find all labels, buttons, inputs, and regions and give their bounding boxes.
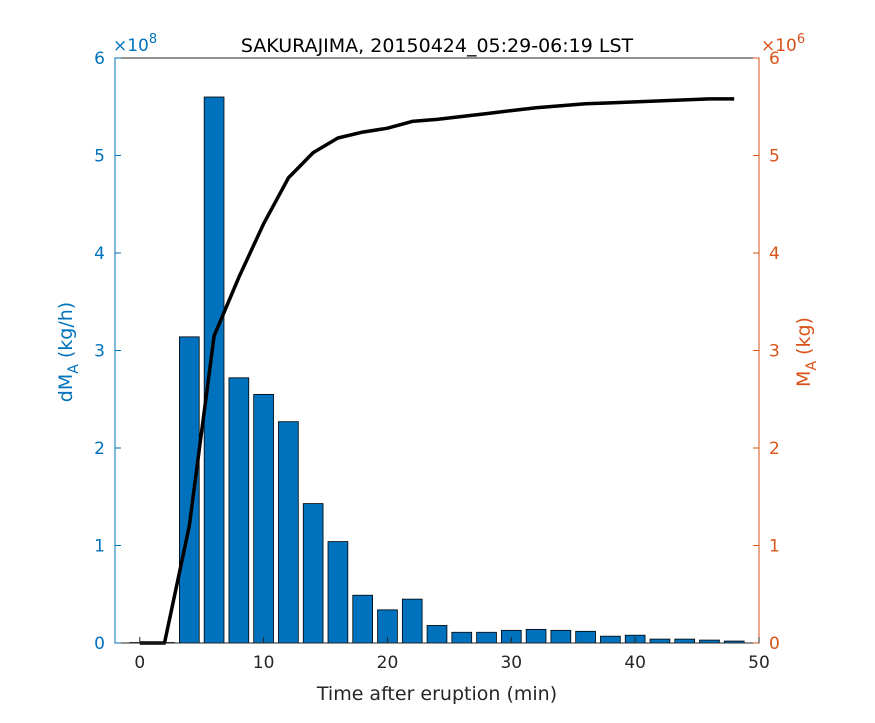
bar bbox=[327, 541, 349, 644]
left-tick-label: 4 bbox=[94, 244, 105, 264]
bar bbox=[575, 630, 596, 644]
left-tick-label: 2 bbox=[94, 439, 105, 459]
bar bbox=[426, 625, 448, 644]
bar bbox=[550, 629, 572, 644]
left-tick-label: 5 bbox=[94, 147, 105, 167]
right-tick-label: 3 bbox=[769, 342, 780, 362]
left-axis-label: dMA(kg/h) bbox=[55, 302, 82, 402]
x-axis-label: Time after eruption (min) bbox=[316, 683, 557, 705]
bar bbox=[401, 598, 423, 644]
left-axis-exponent: ×108 bbox=[113, 32, 157, 56]
x-tick-label: 20 bbox=[377, 653, 399, 673]
bar bbox=[278, 421, 299, 644]
bar bbox=[476, 631, 497, 644]
bar bbox=[451, 631, 473, 644]
x-tick-label: 30 bbox=[500, 653, 522, 673]
right-tick-label: 5 bbox=[769, 147, 780, 167]
bar bbox=[253, 393, 274, 644]
bar bbox=[649, 638, 671, 644]
x-tick-label: 10 bbox=[253, 653, 275, 673]
bar bbox=[525, 628, 547, 644]
cumulative-mass-line bbox=[139, 97, 735, 645]
right-tick-label: 6 bbox=[769, 49, 780, 69]
x-tick-label: 40 bbox=[624, 653, 646, 673]
bar bbox=[600, 635, 621, 644]
left-tick-label: 1 bbox=[94, 537, 105, 557]
left-tick-label: 6 bbox=[94, 49, 105, 69]
right-tick-label: 4 bbox=[769, 244, 780, 264]
bar bbox=[302, 503, 324, 644]
right-axis-label: MA(kg) bbox=[793, 317, 820, 387]
bar bbox=[203, 96, 225, 644]
axes: 0 1 2 3 4 5 6 0 1 2 3 4 5 6 0 10 20 30 40 50 bbox=[94, 49, 780, 673]
bar bbox=[352, 594, 373, 644]
left-tick-label: 3 bbox=[94, 342, 105, 362]
left-tick-label: 0 bbox=[94, 634, 105, 654]
chart-title: SAKURAJIMA, 20150424_05:29-06:19 LST bbox=[241, 35, 634, 57]
right-tick-label: 2 bbox=[769, 439, 780, 459]
bar bbox=[178, 336, 200, 644]
x-tick-label: 50 bbox=[748, 653, 770, 673]
right-tick-label: 0 bbox=[769, 634, 780, 654]
right-axis-exponent: ×106 bbox=[761, 32, 805, 56]
right-tick-label: 1 bbox=[769, 537, 780, 557]
x-tick-label: 0 bbox=[134, 653, 145, 673]
bar-series bbox=[129, 96, 745, 644]
line-series bbox=[139, 97, 735, 645]
bar bbox=[228, 377, 250, 644]
bar bbox=[674, 638, 695, 644]
